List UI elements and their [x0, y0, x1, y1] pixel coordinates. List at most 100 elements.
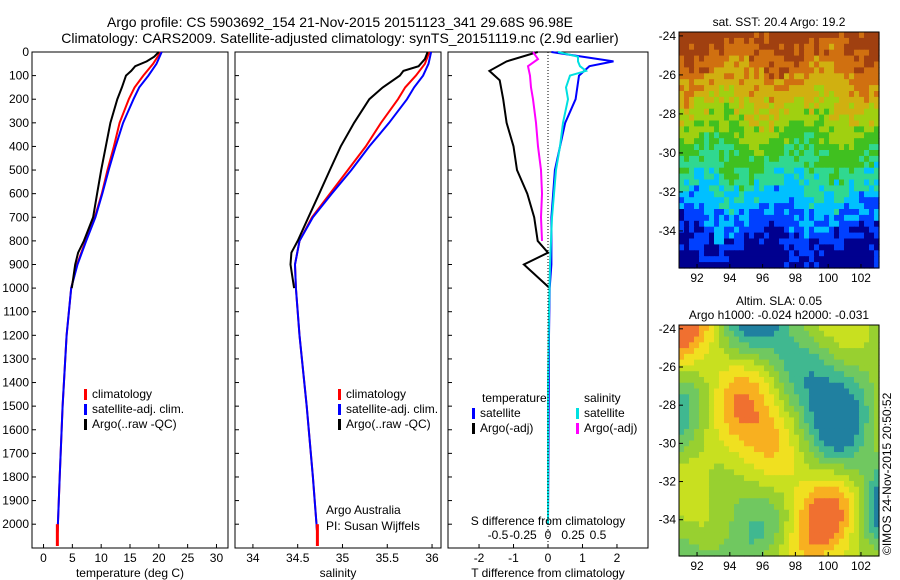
- map-cell: [759, 480, 765, 488]
- map-cell: [794, 417, 800, 424]
- map-cell: [834, 353, 840, 361]
- map-cell: [759, 250, 765, 257]
- map-cell: [814, 440, 820, 447]
- map-cell: [869, 359, 875, 367]
- map-cell: [814, 446, 820, 453]
- map-cell: [819, 120, 825, 127]
- map-cell: [794, 423, 800, 430]
- map-cell: [829, 73, 835, 80]
- map-cell: [859, 250, 865, 257]
- map-cell: [794, 452, 800, 459]
- map-cell: [704, 238, 710, 245]
- map-cell: [764, 527, 770, 534]
- map-cell: [859, 209, 865, 216]
- map-cell: [854, 91, 860, 98]
- map-cell: [689, 504, 695, 511]
- map-cell: [844, 544, 850, 551]
- map-cell: [789, 544, 795, 551]
- map-cell: [729, 434, 735, 442]
- map-cell: [829, 475, 835, 482]
- map-cell: [739, 67, 745, 74]
- map-cell: [769, 365, 775, 372]
- map-cell: [774, 388, 780, 395]
- map-cell: [724, 120, 730, 127]
- map-cell: [699, 550, 705, 557]
- map-cell: [734, 220, 740, 228]
- map-cell: [839, 440, 845, 447]
- map-cell: [749, 515, 755, 522]
- map-cell: [749, 49, 755, 57]
- map-cell: [749, 67, 755, 74]
- map-cell: [754, 538, 760, 546]
- map-cell: [864, 37, 870, 45]
- map-cell: [854, 417, 860, 424]
- map-cell: [849, 434, 855, 442]
- map-cell: [754, 446, 760, 453]
- map-cell: [739, 114, 745, 122]
- map-cell: [784, 330, 790, 338]
- map-cell: [694, 515, 700, 522]
- map-cell: [789, 37, 795, 45]
- map-cell: [684, 102, 690, 110]
- map-cell: [744, 452, 750, 459]
- map-cell: [699, 114, 705, 122]
- map-cell: [809, 262, 815, 269]
- map-cell: [684, 336, 690, 343]
- map-cell: [834, 226, 840, 234]
- map-cell: [854, 244, 860, 251]
- map-cell: [749, 238, 755, 245]
- map-cell: [809, 550, 815, 557]
- map-cell: [839, 463, 845, 470]
- map-cell: [869, 55, 875, 63]
- map-cell: [724, 214, 730, 222]
- map-cell: [769, 61, 775, 68]
- map-cell: [744, 342, 750, 349]
- map-cell: [794, 434, 800, 442]
- map-cell: [789, 492, 795, 499]
- map-cell: [819, 544, 825, 551]
- map-cell: [764, 191, 770, 198]
- map-cell: [839, 55, 845, 63]
- map-cell: [764, 371, 770, 378]
- map-cell: [724, 428, 730, 436]
- map-cell: [684, 538, 690, 546]
- map-cell: [734, 102, 740, 110]
- map-cell: [729, 480, 735, 488]
- map-cell: [679, 446, 685, 453]
- map-cell: [689, 120, 695, 127]
- map-cell: [759, 102, 765, 110]
- map-cell: [689, 144, 695, 151]
- map-cell: [774, 359, 780, 367]
- map-cell: [809, 191, 815, 198]
- map-cell: [864, 417, 870, 424]
- map-cell: [784, 417, 790, 424]
- map-cell: [864, 209, 870, 216]
- map-cell: [824, 405, 830, 413]
- map-cell: [679, 457, 685, 465]
- map-cell: [779, 185, 785, 192]
- map-cell: [684, 220, 690, 228]
- map-cell: [799, 353, 805, 361]
- map-cell: [819, 527, 825, 534]
- map-cell: [804, 167, 810, 175]
- map-cell: [824, 475, 830, 482]
- map-cell: [804, 498, 810, 505]
- map-cell: [679, 102, 685, 110]
- map-cell: [784, 256, 790, 263]
- map-cell: [714, 155, 720, 163]
- map-ytick-label: -26: [659, 68, 677, 82]
- map-cell: [794, 203, 800, 210]
- map-cell: [709, 504, 715, 511]
- map-cell: [764, 232, 770, 240]
- map-cell: [734, 155, 740, 163]
- map-cell: [869, 185, 875, 192]
- map-cell: [799, 452, 805, 459]
- legend-label: climatology: [346, 387, 406, 401]
- map-cell: [794, 244, 800, 251]
- map-cell: [794, 185, 800, 192]
- map-cell: [794, 527, 800, 534]
- legend-label: Argo(..raw -QC): [346, 417, 431, 431]
- map-cell: [834, 382, 840, 390]
- map-cell: [824, 527, 830, 534]
- map-cell: [729, 37, 735, 45]
